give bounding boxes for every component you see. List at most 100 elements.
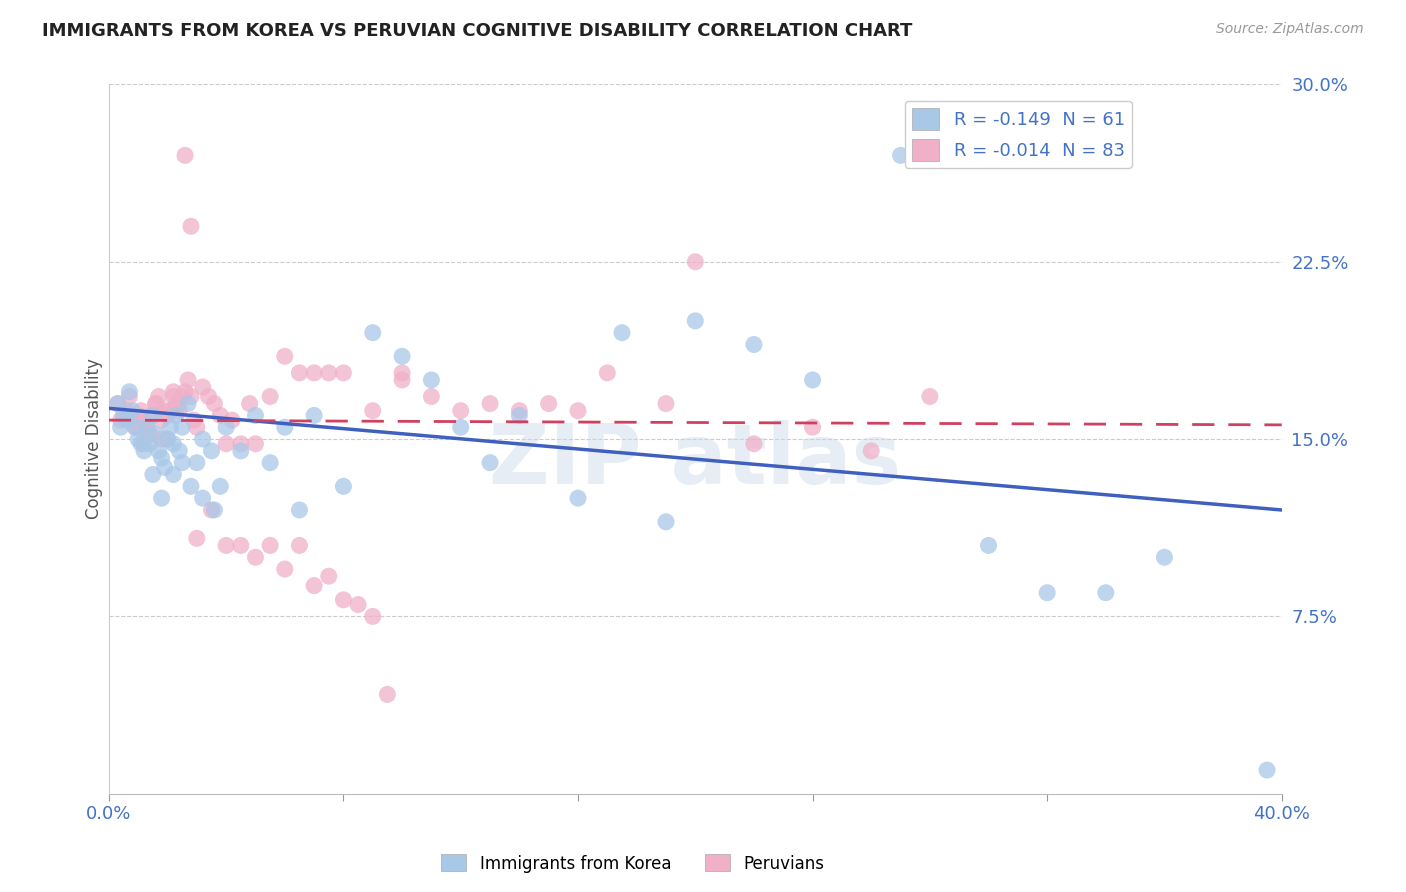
Point: [150, 491, 173, 505]
Point: [172, 456, 194, 470]
Point: [1094, 585, 1116, 599]
Point: [162, 437, 184, 451]
Point: [107, 396, 129, 410]
Point: [245, 437, 267, 451]
Point: [180, 479, 202, 493]
Text: IMMIGRANTS FROM KOREA VS PERUVIAN COGNITIVE DISABILITY CORRELATION CHART: IMMIGRANTS FROM KOREA VS PERUVIAN COGNIT…: [42, 22, 912, 40]
Point: [655, 396, 678, 410]
Point: [229, 538, 252, 552]
Point: [508, 409, 530, 423]
Point: [191, 380, 214, 394]
Point: [318, 569, 340, 583]
Point: [391, 349, 413, 363]
Point: [156, 409, 179, 423]
Point: [274, 349, 297, 363]
Point: [918, 390, 941, 404]
Point: [801, 373, 824, 387]
Point: [127, 409, 149, 423]
Point: [129, 437, 152, 451]
Point: [186, 420, 208, 434]
Point: [142, 409, 165, 423]
Point: [332, 479, 354, 493]
Point: [742, 437, 765, 451]
Point: [245, 409, 267, 423]
Point: [302, 579, 325, 593]
Point: [180, 390, 202, 404]
Point: [420, 373, 443, 387]
Point: [148, 443, 170, 458]
Point: [239, 396, 262, 410]
Point: [139, 437, 162, 451]
Point: [183, 413, 205, 427]
Point: [191, 432, 214, 446]
Point: [361, 609, 384, 624]
Point: [215, 538, 238, 552]
Point: [332, 366, 354, 380]
Point: [167, 396, 190, 410]
Point: [127, 432, 149, 446]
Point: [165, 409, 187, 423]
Point: [479, 456, 502, 470]
Point: [450, 420, 472, 434]
Point: [259, 538, 281, 552]
Point: [215, 437, 238, 451]
Point: [245, 550, 267, 565]
Point: [537, 396, 560, 410]
Point: [162, 467, 184, 482]
Y-axis label: Cognitive Disability: Cognitive Disability: [86, 359, 103, 519]
Point: [229, 437, 252, 451]
Point: [148, 390, 170, 404]
Point: [567, 403, 589, 417]
Point: [162, 384, 184, 399]
Point: [209, 479, 232, 493]
Point: [150, 413, 173, 427]
Point: [127, 420, 149, 434]
Point: [197, 390, 219, 404]
Point: [132, 413, 155, 427]
Point: [167, 443, 190, 458]
Legend: R = -0.149  N = 61, R = -0.014  N = 83: R = -0.149 N = 61, R = -0.014 N = 83: [905, 101, 1132, 168]
Point: [136, 420, 159, 434]
Point: [132, 437, 155, 451]
Point: [150, 432, 173, 446]
Point: [139, 427, 162, 442]
Point: [361, 403, 384, 417]
Point: [177, 396, 200, 410]
Point: [655, 515, 678, 529]
Point: [1153, 550, 1175, 565]
Point: [118, 384, 141, 399]
Point: [288, 366, 311, 380]
Point: [610, 326, 633, 340]
Point: [889, 148, 911, 162]
Point: [136, 420, 159, 434]
Point: [172, 390, 194, 404]
Point: [801, 420, 824, 434]
Point: [1256, 763, 1278, 777]
Point: [124, 420, 146, 434]
Point: [132, 443, 155, 458]
Point: [229, 443, 252, 458]
Point: [110, 413, 132, 427]
Point: [347, 598, 370, 612]
Point: [200, 443, 222, 458]
Point: [186, 456, 208, 470]
Point: [159, 420, 181, 434]
Point: [153, 403, 176, 417]
Point: [115, 403, 138, 417]
Point: [977, 538, 1000, 552]
Point: [332, 592, 354, 607]
Point: [274, 562, 297, 576]
Point: [479, 396, 502, 410]
Point: [274, 420, 297, 434]
Point: [107, 396, 129, 410]
Point: [121, 413, 143, 427]
Point: [202, 396, 225, 410]
Point: [115, 413, 138, 427]
Point: [221, 413, 243, 427]
Point: [156, 432, 179, 446]
Point: [110, 420, 132, 434]
Point: [145, 396, 167, 410]
Point: [121, 403, 143, 417]
Point: [567, 491, 589, 505]
Point: [508, 403, 530, 417]
